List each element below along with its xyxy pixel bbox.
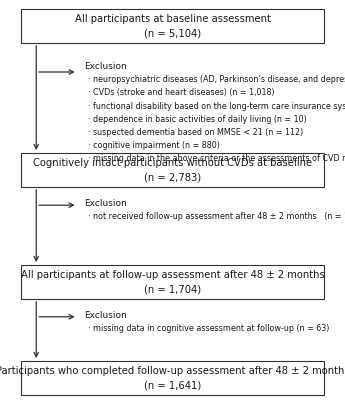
Bar [21,361,324,395]
Text: Participants who completed follow-up assessment after 48 ± 2 months: Participants who completed follow-up ass… [0,366,345,376]
Text: (n = 1,704): (n = 1,704) [144,284,201,294]
Bar [21,265,324,299]
Text: (n = 5,104): (n = 5,104) [144,28,201,38]
Text: · cognitive impairment (n = 880): · cognitive impairment (n = 880) [88,141,220,150]
Text: Exclusion: Exclusion [85,311,127,320]
Text: · dependence in basic activities of daily living (n = 10): · dependence in basic activities of dail… [88,115,307,124]
Text: Exclusion: Exclusion [85,62,127,71]
Text: · neuropsychiatric diseases (AD, Parkinson’s disease, and depression) (n = 175): · neuropsychiatric diseases (AD, Parkins… [88,75,345,84]
Text: Exclusion: Exclusion [85,199,127,208]
Text: All participants at baseline assessment: All participants at baseline assessment [75,14,270,24]
Text: · suspected dementia based on MMSE < 21 (n = 112): · suspected dementia based on MMSE < 21 … [88,128,303,137]
Text: Cognitively intact participants without CVDs at baseline: Cognitively intact participants without … [33,158,312,168]
Text: (n = 2,783): (n = 2,783) [144,172,201,182]
Text: All participants at follow-up assessment after 48 ± 2 months: All participants at follow-up assessment… [21,270,324,280]
Text: (n = 1,641): (n = 1,641) [144,380,201,390]
Text: · missing data in cognitive assessment at follow-up (n = 63): · missing data in cognitive assessment a… [88,324,329,333]
Text: · not received follow-up assessment after 48 ± 2 months   (n = 1,079): · not received follow-up assessment afte… [88,212,345,222]
Bar [21,153,324,187]
Text: · functional disability based on the long-term care insurance system (n = 66): · functional disability based on the lon… [88,102,345,111]
Bar [21,9,324,43]
Text: · missing data in the above criteria or the assessments of CVD risks (n = 60): · missing data in the above criteria or … [88,154,345,163]
Text: · CVDs (stroke and heart diseases) (n = 1,018): · CVDs (stroke and heart diseases) (n = … [88,88,275,98]
